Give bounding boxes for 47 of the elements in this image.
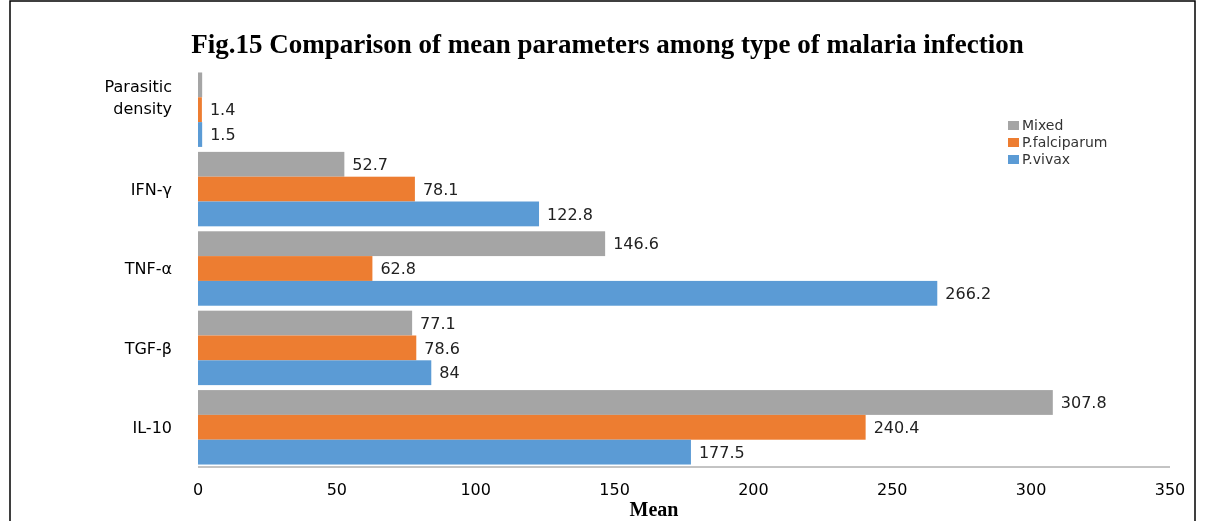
y-tick-label: IFN-γ bbox=[130, 179, 172, 199]
bar bbox=[198, 310, 413, 336]
data-label: 266.2 bbox=[945, 283, 992, 303]
data-label: 240.4 bbox=[873, 417, 920, 437]
y-tick-label: TNF-α bbox=[123, 259, 172, 279]
legend-label: Mixed bbox=[1022, 117, 1064, 133]
data-label: 307.8 bbox=[1060, 393, 1107, 413]
data-label: 1.4 bbox=[209, 100, 236, 120]
legend-label: P.vivax bbox=[1022, 151, 1071, 167]
chart-title: Fig.15 Comparison of mean parameters among type of malaria infection bbox=[191, 29, 1024, 59]
bar bbox=[198, 231, 606, 257]
y-tick-label: TGF-β bbox=[123, 338, 172, 358]
data-label: 77.1 bbox=[420, 313, 456, 333]
bar bbox=[198, 72, 203, 98]
x-tick-label: 300 bbox=[1015, 480, 1047, 499]
data-label: 62.8 bbox=[380, 259, 417, 279]
data-label: 122.8 bbox=[547, 204, 593, 224]
data-label: 78.6 bbox=[424, 338, 460, 358]
legend-label: P.falciparum bbox=[1022, 134, 1108, 150]
bar bbox=[198, 390, 1053, 415]
data-label: 78.1 bbox=[422, 179, 459, 199]
x-tick-label: 100 bbox=[460, 480, 491, 499]
x-tick-label: 250 bbox=[877, 480, 908, 499]
bar bbox=[198, 256, 373, 281]
y-tick-label: IL-10 bbox=[132, 417, 172, 437]
bar bbox=[198, 122, 203, 147]
bar bbox=[198, 201, 540, 227]
bar bbox=[198, 335, 417, 361]
data-label: 84 bbox=[439, 363, 460, 383]
x-tick-label: 350 bbox=[1154, 480, 1186, 499]
bar bbox=[198, 176, 415, 202]
bar bbox=[198, 414, 866, 440]
x-tick-label: 0 bbox=[192, 480, 204, 499]
x-tick-label: 150 bbox=[599, 480, 630, 499]
y-tick-label: Parasitic density bbox=[104, 76, 172, 118]
data-label: 52.7 bbox=[352, 154, 388, 174]
bar bbox=[198, 151, 345, 177]
data-label: 1.5 bbox=[210, 125, 236, 145]
bar bbox=[198, 280, 938, 306]
x-tick-label: 200 bbox=[738, 480, 769, 499]
bar bbox=[198, 97, 202, 123]
bar bbox=[198, 439, 691, 465]
data-label: 146.6 bbox=[613, 234, 659, 254]
bar bbox=[198, 360, 432, 386]
x-tick-label: 50 bbox=[326, 480, 348, 499]
data-label: 177.5 bbox=[698, 442, 745, 462]
x-axis-title: Mean bbox=[629, 498, 679, 520]
